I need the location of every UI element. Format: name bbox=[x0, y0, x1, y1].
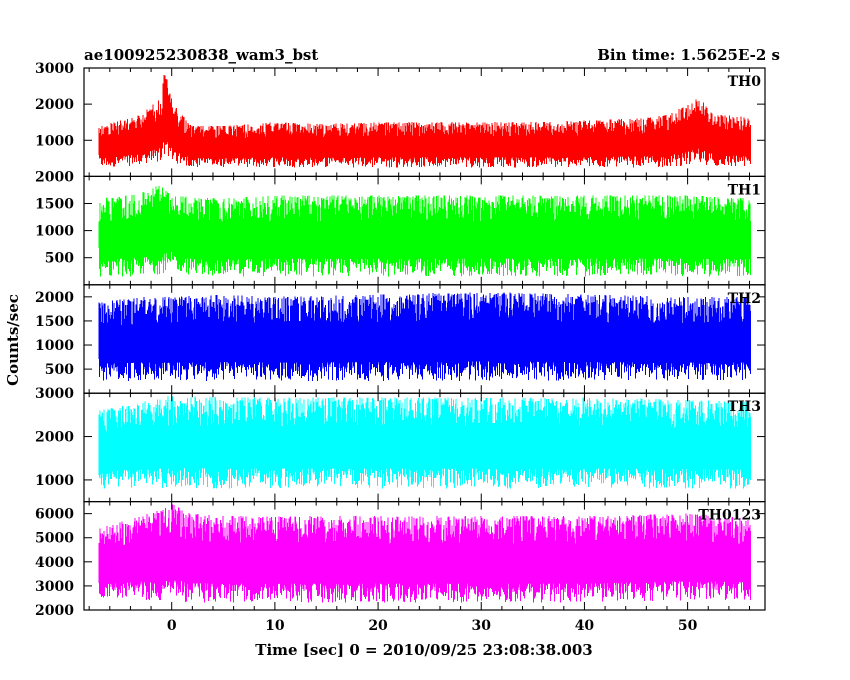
x-tick-label: 30 bbox=[472, 618, 492, 634]
x-axis-label: Time [sec] 0 = 2010/09/25 23:08:38.003 bbox=[255, 641, 592, 659]
x-tick-label: 40 bbox=[575, 618, 595, 634]
y-tick-label: 2000 bbox=[35, 430, 74, 446]
series-trace-th1 bbox=[98, 185, 751, 277]
y-tick-label: 1500 bbox=[35, 197, 74, 213]
x-tick-label: 0 bbox=[167, 618, 177, 634]
y-tick-label: 4000 bbox=[35, 555, 74, 571]
y-tick-label: 3000 bbox=[35, 386, 74, 402]
series-core-th2 bbox=[99, 332, 750, 366]
series-core-th3 bbox=[99, 437, 750, 473]
y-tick-label: 1500 bbox=[35, 314, 74, 330]
panel-name-label: TH1 bbox=[728, 182, 761, 198]
y-tick-label: 2000 bbox=[35, 169, 74, 185]
figure-title: ae100925230838_wam3_bst bbox=[84, 46, 318, 64]
series-core-th1 bbox=[99, 224, 750, 261]
series-core-th0 bbox=[99, 107, 750, 160]
panel-th3: 1000 2000 3000 TH3 bbox=[35, 386, 766, 503]
y-tick-label: 1000 bbox=[35, 224, 74, 240]
panel-name-label: TH2 bbox=[728, 291, 761, 307]
panel-name-label: TH3 bbox=[728, 399, 761, 415]
panel-name-label: TH0123 bbox=[698, 508, 761, 524]
y-tick-label: 500 bbox=[45, 251, 74, 267]
bin-time-label: Bin time: 1.5625E-2 s bbox=[597, 46, 780, 64]
y-tick-label: 2000 bbox=[35, 290, 74, 306]
y-tick-label: 500 bbox=[45, 362, 74, 378]
y-tick-label: 6000 bbox=[35, 507, 74, 523]
y-tick-label: 2000 bbox=[35, 97, 74, 113]
y-tick-label: 3000 bbox=[35, 61, 74, 77]
series-core-th0123 bbox=[99, 547, 750, 586]
y-tick-label: 1000 bbox=[35, 338, 74, 354]
panel-th2: 500 1000 1500 2000 TH2 bbox=[35, 284, 766, 394]
panel-th1: 500 1000 1500 2000 TH1 bbox=[35, 169, 766, 286]
x-tick-label: 50 bbox=[678, 618, 698, 634]
y-tick-label: 3000 bbox=[35, 579, 74, 595]
panel-th0: 1000 2000 3000 TH0 bbox=[35, 61, 766, 178]
y-tick-label: 1000 bbox=[35, 473, 74, 489]
y-tick-label: 1000 bbox=[35, 133, 74, 149]
x-tick-label: 10 bbox=[265, 618, 285, 634]
y-axis-label: Counts/sec bbox=[4, 294, 22, 386]
panel-th0123: 2000 3000 4000 5000 6000 TH0123 0 10 20 30 40 50 bbox=[35, 501, 766, 634]
y-tick-label: 5000 bbox=[35, 531, 74, 547]
panel-frame bbox=[83, 501, 766, 611]
panel-name-label: TH0 bbox=[728, 74, 762, 90]
x-tick-label: 20 bbox=[368, 618, 388, 634]
panels: 100020003000TH0500100015002000TH15001000… bbox=[35, 61, 766, 634]
y-tick-label: 2000 bbox=[35, 603, 74, 619]
